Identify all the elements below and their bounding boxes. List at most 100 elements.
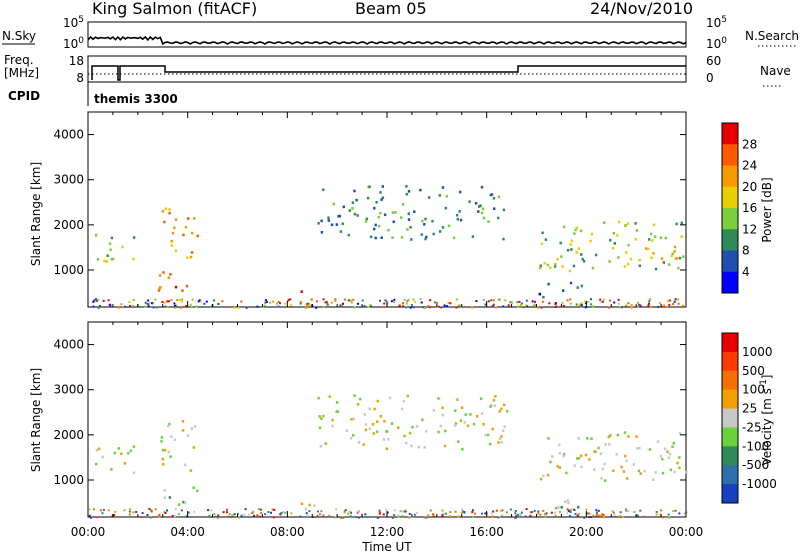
range-cell: [620, 465, 623, 469]
ground-scatter-cell: [289, 298, 292, 301]
ground-scatter-cell: [408, 512, 411, 515]
range-cell: [466, 424, 470, 428]
ground-scatter-cell: [243, 513, 246, 516]
range-cell: [405, 192, 408, 196]
colorbar-swatch: [722, 208, 738, 230]
range-cell: [193, 217, 196, 220]
range-cell: [570, 239, 574, 243]
ground-scatter-cell: [382, 513, 385, 516]
y-tick-label: 1000: [53, 263, 84, 277]
ground-scatter-cell: [592, 514, 595, 517]
range-cell: [564, 500, 567, 504]
ground-scatter-cell: [315, 306, 318, 309]
power-colorbar: 4 8 12 16 20 24 28: [721, 122, 757, 294]
range-cell: [158, 274, 162, 277]
ground-scatter-cell: [504, 299, 507, 302]
range-cell: [479, 204, 482, 207]
range-cell: [94, 233, 98, 237]
range-cell: [160, 436, 163, 439]
range-cell: [503, 403, 506, 407]
range-cell: [373, 227, 376, 231]
range-cell: [320, 219, 323, 223]
range-cell: [659, 236, 663, 240]
ground-scatter-cell: [648, 298, 651, 301]
range-cell: [364, 220, 368, 223]
ground-scatter-cell: [93, 299, 96, 302]
ground-scatter-cell: [245, 306, 248, 309]
range-cell: [95, 462, 98, 466]
range-cell: [373, 206, 376, 210]
range-cell: [538, 292, 541, 296]
range-cell: [600, 477, 603, 480]
ground-scatter-cell: [558, 510, 561, 513]
colorbar-tick-label: 16: [742, 201, 757, 215]
ground-scatter-cell: [393, 514, 396, 517]
ground-scatter-cell: [99, 509, 102, 512]
ground-scatter-cell: [677, 298, 680, 301]
ground-scatter-cell: [271, 508, 274, 511]
range-cell: [623, 431, 627, 434]
range-cell: [365, 217, 368, 221]
range-cell: [379, 211, 382, 215]
ground-scatter-cell: [619, 306, 622, 309]
ground-scatter-cell: [228, 512, 231, 515]
range-cell: [432, 232, 435, 236]
range-cell: [569, 281, 573, 285]
ground-scatter-cell: [376, 516, 379, 519]
range-cell: [562, 289, 565, 292]
ground-scatter-cell: [612, 511, 615, 514]
range-cell: [648, 448, 652, 451]
ground-scatter-cell: [583, 516, 586, 519]
range-cell: [556, 257, 559, 261]
range-cell: [391, 236, 394, 239]
ground-scatter-cell: [588, 516, 591, 518]
ground-scatter-cell: [630, 306, 633, 309]
ground-scatter-cell: [173, 302, 176, 305]
range-cell: [613, 242, 616, 245]
ground-scatter-cell: [529, 514, 532, 517]
ground-scatter-cell: [226, 508, 228, 511]
ground-scatter-cell: [492, 510, 495, 513]
ground-scatter-cell: [102, 299, 105, 302]
ground-scatter-cell: [406, 300, 409, 303]
range-cell: [368, 185, 371, 188]
ground-scatter-cell: [284, 511, 287, 514]
range-cell: [402, 399, 406, 403]
range-cell: [577, 456, 580, 460]
ground-scatter-cell: [566, 299, 569, 302]
ground-scatter-cell: [639, 304, 642, 307]
ground-scatter-cell: [264, 301, 267, 304]
range-cell: [352, 417, 355, 421]
ground-scatter-cell: [205, 300, 208, 303]
ground-scatter-cell: [113, 513, 116, 516]
ground-scatter-cell: [427, 514, 430, 517]
ground-scatter-cell: [290, 304, 293, 307]
range-cell: [486, 433, 490, 437]
range-cell: [553, 265, 557, 268]
range-cell: [573, 232, 576, 235]
ground-scatter-cell: [129, 508, 132, 511]
colorbar-swatch: [722, 186, 738, 209]
range-cell: [445, 195, 449, 198]
range-cell: [615, 452, 618, 456]
ground-scatter-cell: [307, 302, 310, 305]
colorbar-tick-label: 20: [742, 180, 757, 194]
range-cell: [304, 507, 308, 511]
ground-scatter-cell: [574, 513, 577, 515]
range-cell: [608, 443, 611, 446]
range-cell: [635, 229, 639, 232]
ground-scatter-cell: [263, 304, 266, 307]
ground-scatter-cell: [525, 299, 528, 302]
range-cell: [403, 434, 406, 438]
ground-scatter-cell: [325, 300, 328, 303]
range-cell: [168, 208, 171, 211]
range-cell: [557, 506, 560, 509]
ground-scatter-cell: [397, 515, 400, 518]
ground-scatter-cell: [178, 299, 181, 301]
range-cell: [364, 423, 368, 426]
range-cell: [400, 216, 403, 219]
range-cell: [335, 410, 338, 413]
range-cell: [452, 236, 456, 240]
ground-scatter-cell: [507, 304, 510, 307]
